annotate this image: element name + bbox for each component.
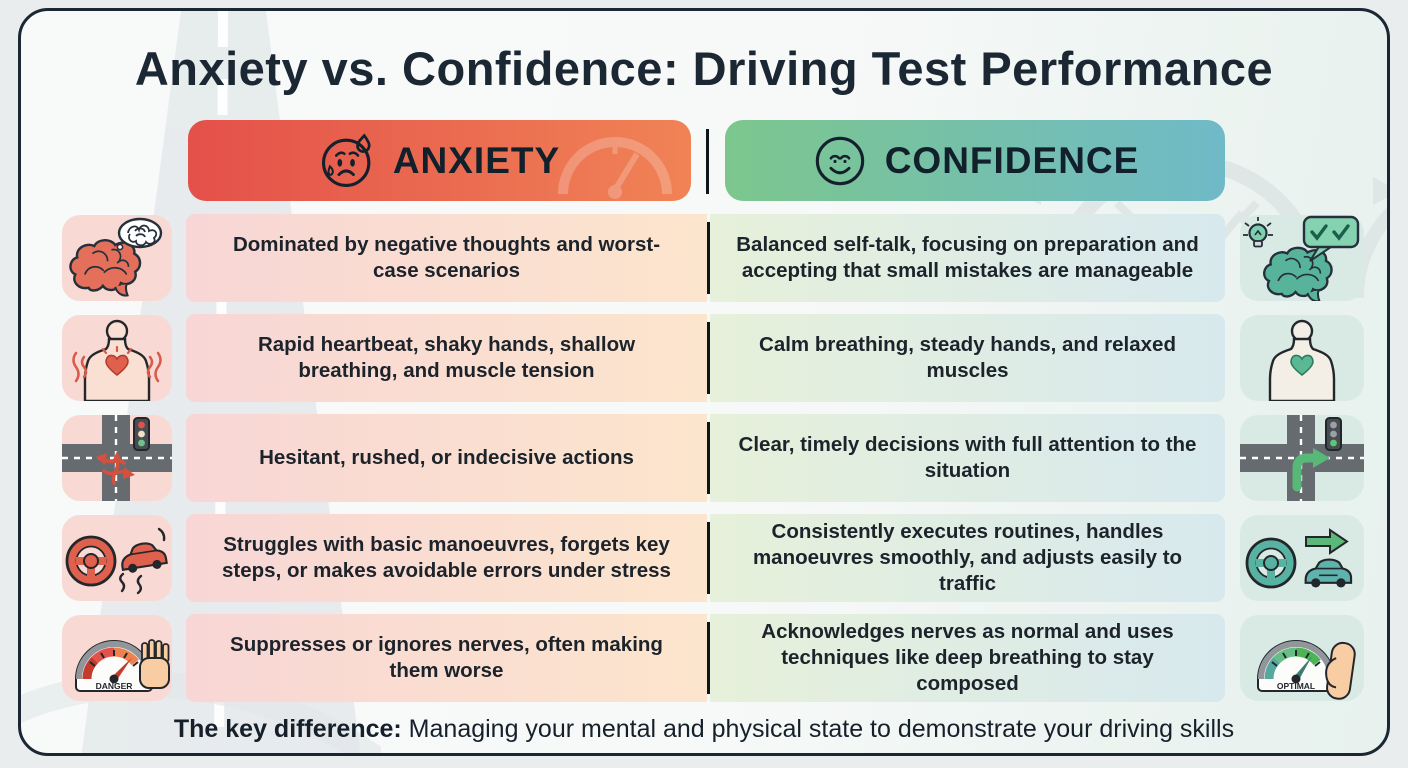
anxious-face-icon [321,133,371,187]
clear-intersection-icon [1240,415,1364,501]
row-divider [707,222,710,294]
speedometer-watermark-icon [558,137,672,199]
lightbulb-icon [1243,217,1273,248]
hand-icon [1325,641,1356,700]
anxiety-icon-tile [62,315,172,401]
comparison-strip: Suppresses or ignores nerves, often maki… [186,614,1225,702]
anxiety-cell: Dominated by negative thoughts and worst… [186,214,707,302]
row-thoughts: Dominated by negative thoughts and worst… [21,214,1387,302]
row-handling-nerves: DANGER Suppresses or ignores nerves, oft… [21,614,1387,702]
steering-wheel-skidding-car-icon [65,527,168,595]
confidence-header-banner: CONFIDENCE [725,120,1225,201]
tangled-thoughts-brain-icon [69,217,163,297]
confidence-icon-tile [1240,415,1364,501]
row-decisions: Hesitant, rushed, or indecisive actions … [21,414,1387,502]
steering-wheel [1245,537,1297,589]
key-difference-footer: The key difference: Managing your mental… [21,715,1387,744]
anxiety-icon-tile [62,215,172,301]
anxiety-cell: Suppresses or ignores nerves, often maki… [186,614,707,702]
hesitant-intersection-icon [62,415,172,501]
danger-gauge-hand-icon: DANGER [75,639,170,692]
anxiety-cell: Struggles with basic manoeuvres, forgets… [186,514,707,602]
gauge-label: OPTIMAL [1277,681,1315,691]
confidence-icon-tile [1240,215,1364,301]
confident-face-icon [815,136,864,185]
anxiety-icon-tile [62,415,172,501]
header-divider [706,129,709,194]
row-driving-skills: Struggles with basic manoeuvres, forgets… [21,514,1387,602]
confidence-cell: Clear, timely decisions with full attent… [710,414,1225,502]
optimal-gauge-hand-icon: OPTIMAL [1257,640,1356,700]
steering-wheel [65,535,117,587]
confidence-cell: Acknowledges nerves as normal and uses t… [710,614,1225,702]
anxiety-header-banner: ANXIETY [188,120,691,201]
row-divider [707,322,710,394]
anxiety-icon-tile [62,515,172,601]
steering-wheel-smooth-car-icon [1245,528,1353,589]
anxiety-icon-tile: DANGER [62,615,172,701]
row-divider [707,622,710,694]
row-divider [707,422,710,494]
comparison-strip: Dominated by negative thoughts and worst… [186,214,1225,302]
confidence-cell: Calm breathing, steady hands, and relaxe… [710,314,1225,402]
confidence-column-label: CONFIDENCE [884,139,1140,181]
anxiety-cell: Rapid heartbeat, shaky hands, shallow br… [186,314,707,402]
hand-icon [139,639,170,689]
confidence-icon-tile [1240,315,1364,401]
row-body: Rapid heartbeat, shaky hands, shallow br… [21,314,1387,402]
tense-body-heart-icon [72,319,162,401]
anxiety-column-label: ANXIETY [392,139,561,181]
calm-body-heart-icon [1268,319,1336,401]
confidence-icon-tile [1240,515,1364,601]
comparison-strip: Hesitant, rushed, or indecisive actions … [186,414,1225,502]
positive-brain-checklist-icon [1243,215,1360,301]
row-divider [707,522,710,594]
page-title: Anxiety vs. Confidence: Driving Test Per… [134,42,1274,95]
infographic-card: Anxiety vs. Confidence: Driving Test Per… [18,8,1390,756]
gauge-label: DANGER [96,681,133,691]
footer-prefix: The key difference: [173,715,402,743]
confidence-icon-tile: OPTIMAL [1240,615,1364,701]
comparison-strip: Struggles with basic manoeuvres, forgets… [186,514,1225,602]
footer-text: Managing your mental and physical state … [401,715,1235,743]
confidence-cell: Balanced self-talk, focusing on preparat… [710,214,1225,302]
confidence-cell: Consistently executes routines, handles … [710,514,1225,602]
anxiety-cell: Hesitant, rushed, or indecisive actions [186,414,707,502]
comparison-strip: Rapid heartbeat, shaky hands, shallow br… [186,314,1225,402]
